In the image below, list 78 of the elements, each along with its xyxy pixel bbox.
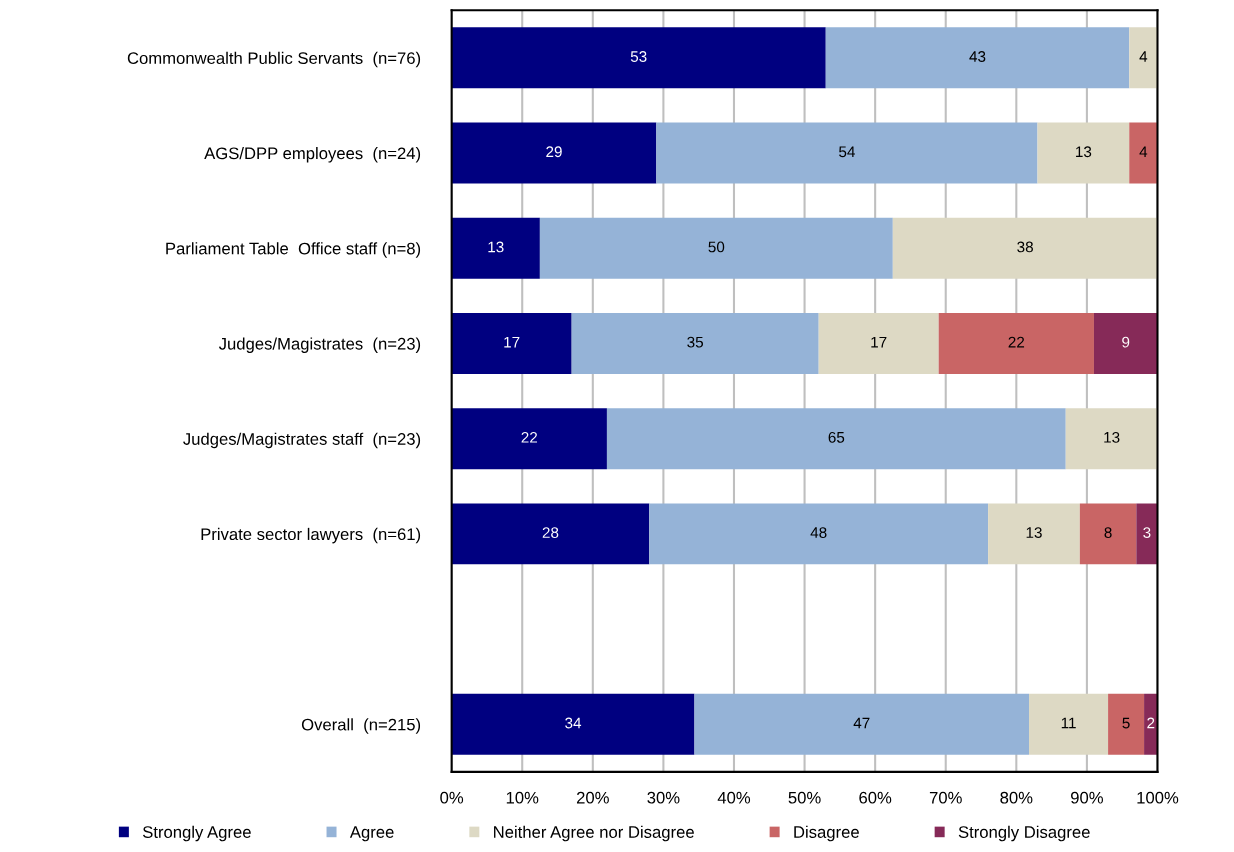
bar — [988, 503, 1080, 565]
data-label: 53 — [630, 51, 647, 62]
data-label: 17 — [871, 336, 887, 348]
bar — [1029, 693, 1109, 755]
bar — [825, 27, 1130, 89]
bar — [1129, 27, 1158, 89]
bar — [649, 503, 989, 565]
data-label: 5 — [1122, 717, 1130, 729]
x-tick-label: 90% — [1071, 791, 1103, 804]
bar — [1079, 503, 1137, 565]
data-label: 13 — [1076, 146, 1092, 158]
data-label: 35 — [687, 336, 704, 348]
data-label: 54 — [839, 146, 855, 158]
legend-label: Neither Agree nor Disagree — [494, 825, 694, 842]
data-label: 65 — [828, 431, 845, 443]
bar — [451, 503, 650, 565]
x-tick-label: 30% — [647, 791, 680, 804]
bar — [539, 217, 893, 279]
y-tick-label: Private sector lawyers (n=61) — [201, 527, 421, 544]
x-tick-label: 40% — [717, 791, 751, 804]
data-label: 22 — [521, 431, 538, 443]
bar — [451, 693, 695, 755]
bar — [1065, 408, 1158, 470]
bar — [1129, 122, 1158, 184]
data-label: 13 — [1026, 527, 1042, 538]
data-label: 28 — [542, 527, 559, 538]
x-tick-label: 70% — [929, 791, 962, 804]
bar — [451, 122, 657, 184]
bar — [451, 27, 826, 89]
legend-label: Strongly Disagree — [958, 825, 1090, 842]
x-tick-label: 100% — [1137, 791, 1179, 804]
x-tick-label: 60% — [859, 791, 892, 804]
data-label: 22 — [1008, 336, 1025, 348]
data-label: 34 — [565, 717, 582, 729]
y-tick-label: Commonwealth Public Servants (n=76) — [127, 51, 421, 68]
data-label: 11 — [1061, 717, 1076, 729]
bar — [818, 312, 939, 374]
data-label: 43 — [969, 51, 986, 62]
bar — [606, 408, 1066, 470]
bar — [1108, 693, 1145, 755]
legend-label: Strongly Agree — [142, 825, 251, 842]
data-label: 8 — [1104, 527, 1112, 538]
y-tick-label: Parliament Table Office staff (n=8) — [166, 242, 421, 258]
data-label: 47 — [853, 717, 870, 729]
bar — [892, 217, 1158, 279]
data-label: 3 — [1143, 527, 1151, 538]
data-label: 4 — [1139, 51, 1148, 62]
bar — [694, 693, 1030, 755]
data-label: 50 — [708, 241, 725, 253]
data-label: 17 — [504, 336, 520, 348]
bar — [451, 312, 572, 374]
data-label: 48 — [810, 527, 827, 538]
x-tick-label: 80% — [1000, 791, 1033, 804]
data-label: 4 — [1139, 146, 1148, 157]
bar — [1037, 122, 1130, 184]
data-label: 13 — [488, 241, 504, 253]
x-tick-label: 10% — [506, 791, 539, 804]
data-label: 2 — [1147, 717, 1155, 729]
x-tick-label: 50% — [788, 791, 821, 804]
bar — [451, 217, 540, 279]
data-label: 13 — [1104, 431, 1120, 443]
y-tick-label: AGS/DPP employees (n=24) — [204, 147, 421, 163]
y-tick-label: Judges/Magistrates staff (n=23) — [183, 432, 421, 449]
data-label: 29 — [546, 146, 562, 158]
legend-label: Agree — [349, 826, 394, 842]
bar — [656, 122, 1038, 184]
bar — [571, 312, 819, 374]
x-tick-label: 0% — [440, 791, 464, 804]
legend-label: Disagree — [794, 825, 859, 842]
data-label: 38 — [1017, 241, 1033, 253]
bar — [1093, 312, 1158, 374]
data-label: 9 — [1122, 336, 1130, 348]
y-tick-label: Overall (n=215) — [301, 718, 421, 734]
bar — [938, 312, 1094, 374]
bar — [451, 408, 607, 470]
bar — [1136, 503, 1158, 565]
y-tick-label: Judges/Magistrates (n=23) — [218, 337, 421, 353]
x-tick-label: 20% — [576, 791, 609, 804]
